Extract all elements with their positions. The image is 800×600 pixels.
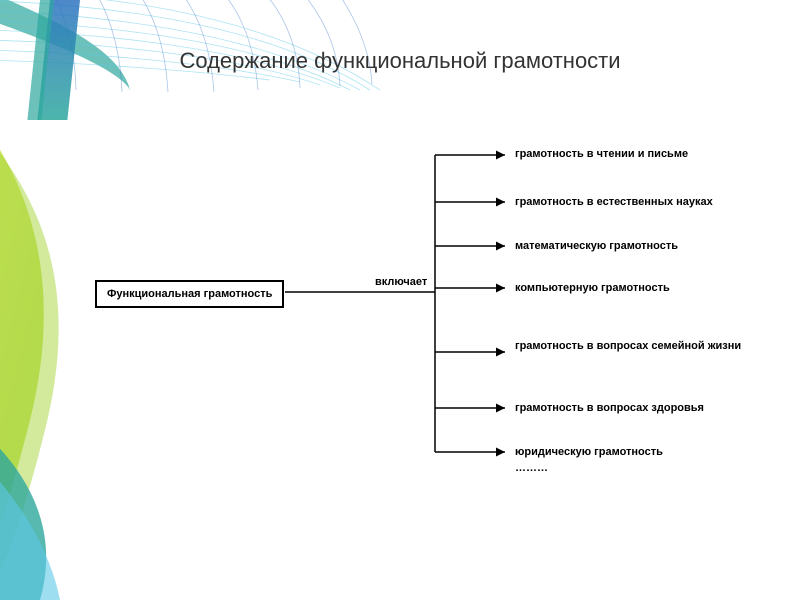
- literacy-item: компьютерную грамотность: [515, 282, 670, 294]
- literacy-item: математическую грамотность: [515, 240, 678, 252]
- literacy-item: грамотность в вопросах семейной жизни: [515, 340, 741, 352]
- literacy-item: юридическую грамотность: [515, 446, 663, 458]
- page-title: Содержание функциональной грамотности: [0, 48, 800, 74]
- includes-label: включает: [375, 276, 427, 288]
- literacy-item: грамотность в чтении и письме: [515, 148, 688, 160]
- root-concept-box: Функциональная грамотность: [95, 280, 284, 308]
- literacy-item: грамотность в вопросах здоровья: [515, 402, 704, 414]
- literacy-item: грамотность в естественных науках: [515, 196, 713, 208]
- ellipsis: ………: [515, 462, 548, 474]
